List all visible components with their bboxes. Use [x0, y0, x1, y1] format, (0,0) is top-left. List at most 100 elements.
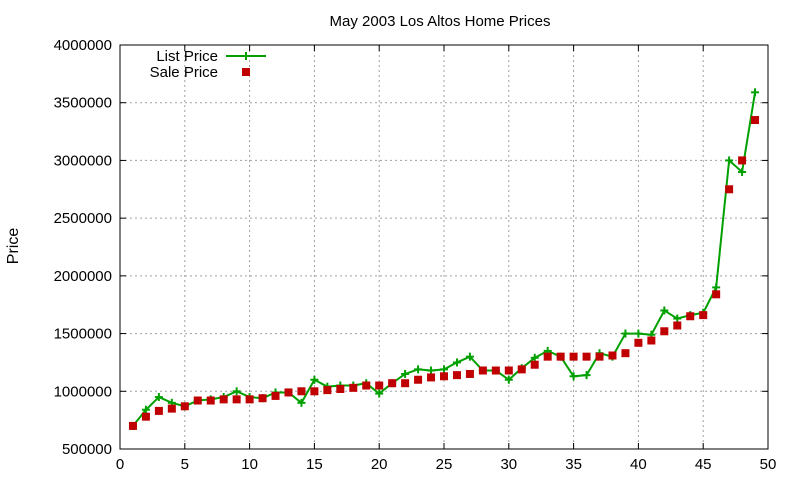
- sale-price-point: [686, 312, 695, 321]
- sale-price-point: [440, 372, 448, 381]
- list-price-point: [569, 372, 578, 381]
- sale-price-point: [712, 290, 721, 299]
- list-price-point: [621, 329, 630, 338]
- sale-price-point: [517, 365, 526, 374]
- sale-price-point: [323, 386, 332, 395]
- list-price-point: [141, 405, 150, 414]
- sale-price-point: [673, 321, 682, 330]
- sale-price-point: [284, 388, 293, 397]
- sale-price-point: [180, 402, 189, 411]
- list-price-point: [440, 365, 448, 374]
- axis-ticks: 0 5 10 15 20 25 30 35 40 45 50 500000 1000000 1500000…: [54, 37, 777, 473]
- sale-price-point: [738, 156, 747, 165]
- series-layer: [128, 88, 760, 430]
- plot-frame: [119, 44, 769, 450]
- sale-price-point: [491, 366, 500, 375]
- sale-price-point: [530, 360, 539, 369]
- sale-price-point: [751, 116, 760, 125]
- sale-price-point: [219, 395, 228, 404]
- y-axis-label: Price: [5, 228, 22, 265]
- list-price-point: [634, 329, 643, 338]
- y-tick-label: 2000000: [54, 268, 112, 285]
- list-price-point: [751, 88, 760, 97]
- x-tick-label: 40: [630, 456, 647, 473]
- sale-price-point: [699, 311, 708, 320]
- y-tick-label: 1500000: [54, 326, 112, 343]
- list-price-point: [375, 389, 384, 398]
- list-price-point: [297, 398, 306, 407]
- x-tick-label: 20: [371, 456, 388, 473]
- sale-price-point: [193, 396, 202, 405]
- sale-price-point: [569, 352, 578, 361]
- x-tick-label: 0: [116, 456, 124, 473]
- sale-price-point: [310, 387, 319, 396]
- list-price-point: [725, 156, 734, 165]
- sale-price-point: [543, 352, 552, 361]
- legend-label: Sale Price: [150, 64, 218, 81]
- sale-price-point: [154, 406, 163, 415]
- sale-price-point: [336, 384, 345, 393]
- list-price-point: [465, 352, 474, 361]
- sale-price-point: [647, 336, 656, 345]
- sale-price-point: [725, 185, 734, 194]
- sale-price-point: [349, 383, 358, 392]
- y-tick-label: 500000: [62, 441, 112, 458]
- list-price-point: [452, 358, 461, 367]
- x-tick-label: 5: [181, 456, 189, 473]
- y-tick-label: 3500000: [54, 95, 112, 112]
- sale-price-point: [232, 395, 241, 404]
- sale-price-point: [401, 379, 410, 388]
- list-price-point: [530, 353, 539, 362]
- sale-price-point: [414, 375, 423, 384]
- sale-price-point: [582, 352, 591, 361]
- sale-price-point: [141, 412, 150, 421]
- sale-price-point: [271, 391, 280, 400]
- list-price-point: [310, 375, 319, 384]
- x-tick-label: 30: [500, 456, 517, 473]
- x-tick-label: 15: [306, 456, 323, 473]
- list-price-point: [712, 283, 721, 292]
- x-tick-label: 25: [436, 456, 453, 473]
- x-tick-label: 10: [241, 456, 258, 473]
- sale-price-point: [660, 327, 669, 336]
- list-price-point: [232, 387, 241, 396]
- sale-price-point: [556, 352, 565, 361]
- sale-price-point: [504, 366, 513, 375]
- list-price-point: [414, 365, 423, 374]
- list-price-point: [154, 393, 163, 402]
- list-price-point: [660, 306, 669, 315]
- sale-price-point: [297, 387, 306, 396]
- list-price-point: [673, 314, 682, 323]
- chart-title: May 2003 Los Altos Home Prices: [330, 13, 551, 30]
- sale-price-point: [167, 404, 176, 413]
- list-price-point: [738, 167, 747, 176]
- sale-price-point: [258, 394, 267, 403]
- list-price-point: [427, 366, 436, 375]
- sale-price-point: [245, 395, 254, 404]
- legend-square-marker: [242, 68, 250, 76]
- grid-lines: [120, 45, 768, 449]
- sale-price-point: [634, 338, 643, 347]
- list-price-point: [504, 375, 513, 384]
- x-tick-label: 50: [760, 456, 777, 473]
- y-tick-label: 4000000: [54, 37, 112, 54]
- sale-price-point: [206, 396, 215, 405]
- sale-price-point: [465, 369, 474, 378]
- sale-price-point: [608, 351, 617, 360]
- x-tick-label: 45: [695, 456, 712, 473]
- sale-price-point: [478, 366, 487, 375]
- list-price-point: [401, 369, 410, 378]
- legend-plus-marker: [242, 52, 250, 60]
- sale-price-point: [452, 371, 461, 380]
- sale-price-point: [621, 349, 630, 358]
- sale-price-point: [388, 379, 397, 388]
- y-tick-label: 2500000: [54, 210, 112, 227]
- y-tick-label: 3000000: [54, 152, 112, 169]
- sale-price-point: [375, 381, 384, 390]
- sale-price-point: [595, 352, 604, 361]
- sale-price-point: [362, 381, 371, 390]
- sale-price-point: [427, 373, 436, 382]
- sale-price-point: [128, 421, 137, 430]
